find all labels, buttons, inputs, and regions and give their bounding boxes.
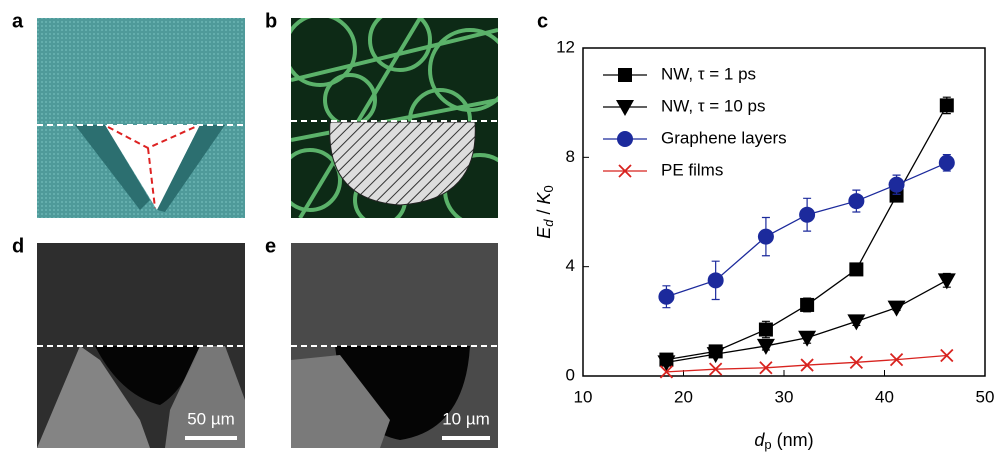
chart: 10 20 30 40 50 0 4 8 12 dp (nm) Ed / K0 NW, τ = 1 p…	[534, 37, 995, 452]
x-tick-label: 40	[875, 387, 894, 406]
marker	[658, 289, 674, 305]
ylabel-part: 0	[541, 185, 556, 192]
marker	[758, 229, 774, 245]
panel-label: d	[12, 235, 24, 257]
legend-marker	[618, 68, 632, 82]
panel-label: a	[12, 10, 24, 32]
xlabel-part: (nm)	[772, 430, 814, 450]
marker	[940, 98, 954, 112]
marker	[848, 193, 864, 209]
page: {"panels": [ {"label": "a"}, {"label": "…	[0, 0, 999, 454]
ylabel: Ed / K0	[534, 185, 557, 239]
y-tick-label: 12	[556, 37, 575, 56]
panel-b-image	[280, 10, 515, 225]
legend-label: NW, τ = 10 ps	[661, 96, 766, 115]
panel-a-image	[37, 18, 245, 218]
y-tick-label: 8	[566, 147, 575, 166]
ylabel-part: /	[534, 204, 554, 219]
marker	[849, 262, 863, 276]
marker	[800, 298, 814, 312]
marker	[889, 177, 905, 193]
legend-label: PE films	[661, 160, 723, 179]
xlabel: dp (nm)	[754, 430, 813, 453]
xlabel-part: p	[764, 437, 771, 452]
legend-marker	[617, 131, 633, 147]
figure: a b d e 50 µm 10 µm c 10 20 30 40 50 0 4 8 12 dp …	[0, 0, 999, 454]
legend-label: Graphene layers	[661, 128, 787, 147]
marker	[939, 155, 955, 171]
marker	[759, 323, 773, 337]
panel-label: e	[265, 235, 276, 257]
marker	[847, 314, 865, 330]
x-tick-label: 30	[775, 387, 794, 406]
panel-label: b	[265, 10, 277, 32]
legend-label: NW, τ = 1 ps	[661, 64, 756, 83]
legend-marker	[616, 100, 634, 116]
x-tick-label: 10	[574, 387, 593, 406]
marker	[799, 207, 815, 223]
panel-label: c	[537, 10, 548, 32]
x-tick-label: 20	[674, 387, 693, 406]
y-tick-label: 0	[566, 365, 575, 384]
y-tick-label: 4	[566, 256, 575, 275]
marker	[938, 273, 956, 289]
scale-bar-label: 50 µm	[187, 409, 235, 428]
x-tick-label: 50	[976, 387, 995, 406]
marker	[888, 301, 906, 317]
marker	[708, 272, 724, 288]
plot-frame	[583, 48, 985, 376]
scale-bar-label: 10 µm	[442, 409, 490, 428]
